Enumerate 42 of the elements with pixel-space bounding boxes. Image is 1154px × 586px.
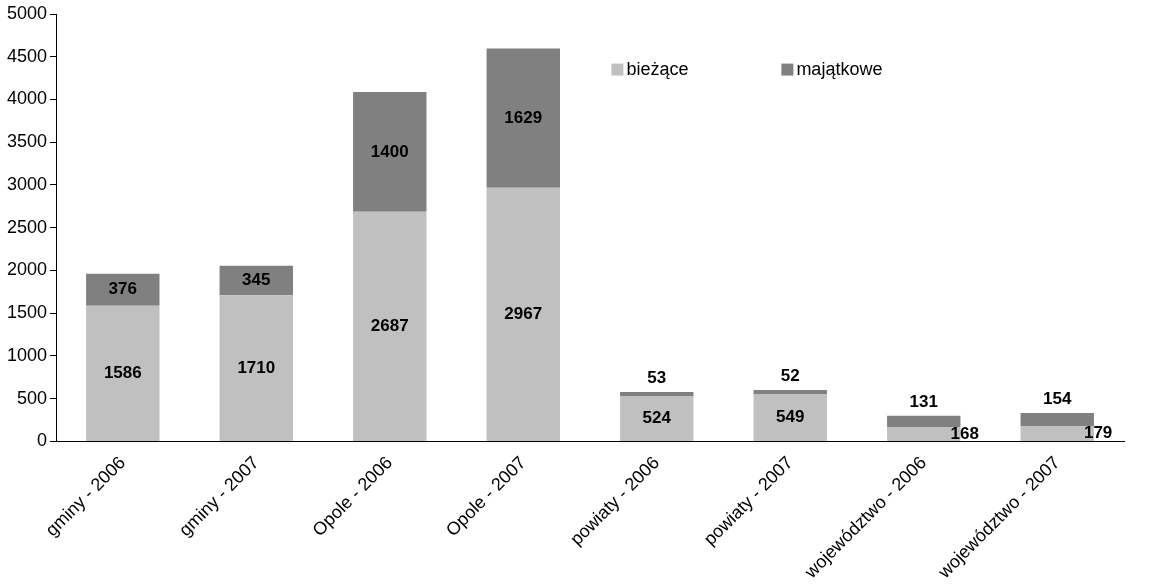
y-tick-label: 4000: [7, 88, 48, 109]
y-tick-label: 5000: [7, 2, 48, 23]
y-tick-label: 2500: [7, 216, 48, 237]
y-tick-label: 3000: [7, 173, 48, 194]
y-tick-label: 1500: [7, 302, 48, 323]
data-label: 2967: [504, 304, 543, 324]
data-label: 168: [950, 423, 979, 443]
data-label: 1710: [237, 357, 276, 377]
bar: [620, 396, 694, 441]
data-label: 345: [242, 270, 271, 290]
bar: [753, 394, 827, 441]
data-label: 549: [776, 407, 805, 427]
bar: [620, 392, 694, 397]
legend-label: majątkowe: [796, 58, 883, 79]
data-label: 131: [909, 391, 938, 411]
y-tick-label: 3500: [7, 131, 48, 152]
y-tick-label: 4500: [7, 45, 48, 66]
data-label: 53: [647, 367, 667, 387]
legend-label: bieżące: [626, 58, 689, 79]
y-tick-label: 2000: [7, 259, 48, 280]
data-label: 376: [108, 279, 137, 299]
bar: [353, 92, 427, 212]
y-tick-label: 0: [37, 430, 48, 451]
bar: [486, 187, 560, 441]
bar: [353, 211, 427, 441]
bar: [86, 305, 160, 441]
data-label: 52: [780, 365, 800, 385]
bar: [486, 48, 560, 188]
bar: [1020, 412, 1094, 427]
y-tick-label: 1000: [7, 344, 48, 365]
data-label: 1586: [103, 363, 142, 383]
data-label: 154: [1043, 388, 1072, 408]
bar: [86, 273, 160, 306]
bar: [753, 390, 827, 395]
data-label: 179: [1083, 423, 1113, 443]
data-label: 524: [642, 408, 672, 428]
data-label: 1400: [370, 141, 409, 161]
y-tick-label: 500: [17, 387, 48, 408]
bar: [219, 295, 293, 441]
bar: [887, 415, 961, 428]
data-label: 1629: [504, 107, 543, 127]
data-label: 2687: [370, 316, 409, 335]
